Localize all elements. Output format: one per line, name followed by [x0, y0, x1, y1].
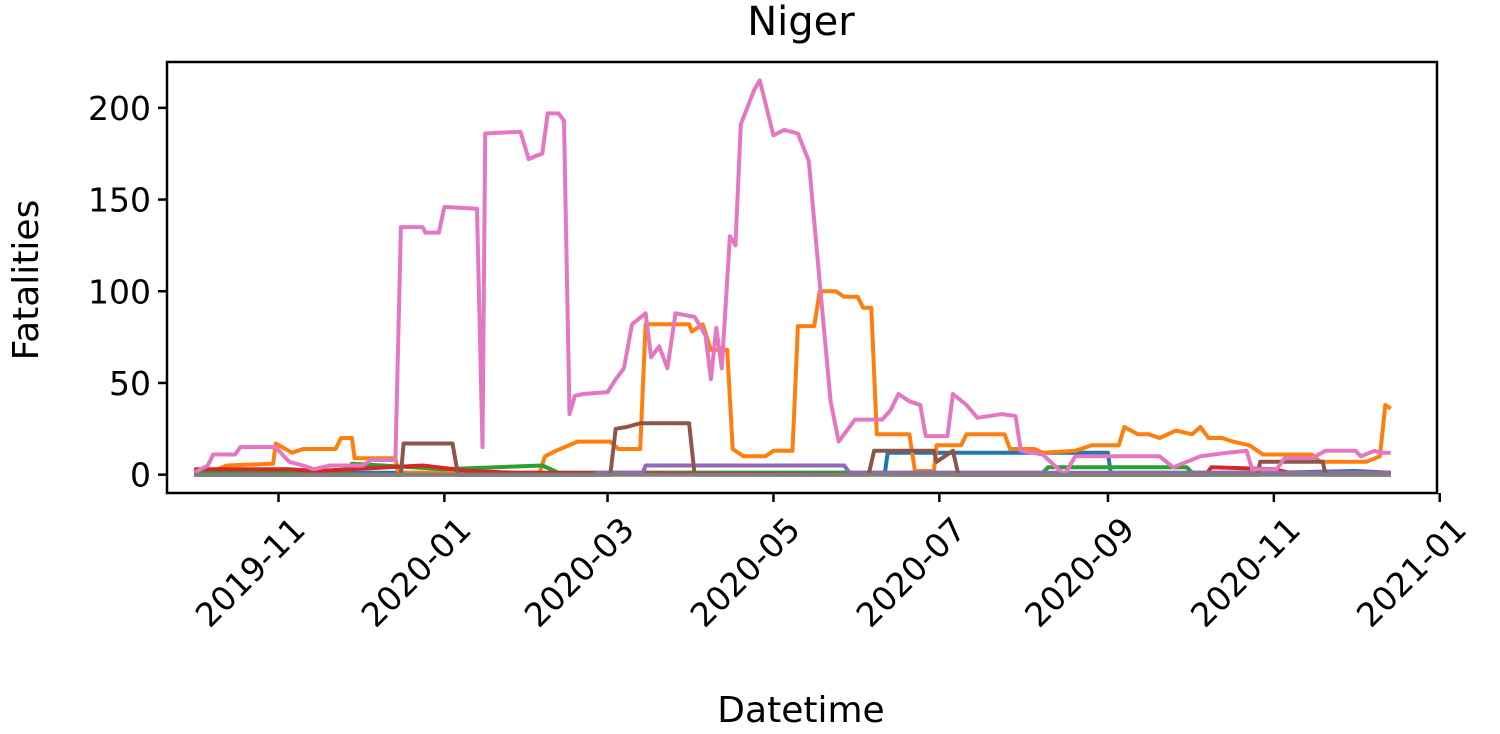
x-tick-label: 2020-03 — [517, 510, 642, 635]
x-tick-label: 2019-11 — [188, 510, 313, 635]
x-tick-label: 2020-07 — [848, 510, 973, 635]
series-line-orange — [193, 289, 1392, 477]
x-tick-label: 2020-01 — [354, 510, 479, 635]
plot-frame — [165, 60, 1439, 495]
y-axis-label: Fatalities — [6, 200, 47, 361]
x-tick-label: 2020-05 — [683, 510, 808, 635]
y-tick-label: 150 — [88, 181, 151, 220]
y-tick-label: 100 — [88, 272, 151, 311]
plot-area — [193, 78, 1392, 477]
y-axis: 0 50 100 150 200 — [88, 89, 167, 495]
series-line-pink — [193, 78, 1391, 477]
x-tick-label: 2021-01 — [1349, 510, 1474, 635]
y-tick-label: 200 — [88, 89, 151, 128]
x-tick-label: 2020-11 — [1183, 510, 1308, 635]
chart-title: Niger — [747, 0, 855, 45]
y-tick-label: 0 — [130, 456, 151, 495]
x-axis-label: Datetime — [717, 690, 884, 731]
x-tick-label: 2020-09 — [1017, 510, 1142, 635]
y-tick-label: 50 — [109, 364, 151, 403]
x-axis: 2019-11 2020-01 2020-03 2020-05 2020-07 2020-… — [188, 493, 1474, 635]
